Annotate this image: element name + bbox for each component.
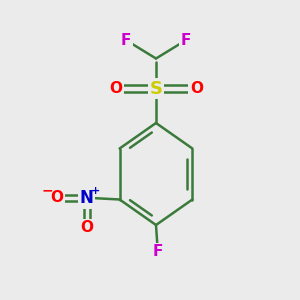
- Text: O: O: [109, 81, 122, 96]
- Text: O: O: [190, 81, 203, 96]
- Text: +: +: [90, 185, 100, 196]
- Text: F: F: [121, 33, 131, 48]
- Text: −: −: [41, 184, 53, 197]
- Text: S: S: [149, 80, 163, 98]
- Text: N: N: [80, 189, 94, 207]
- Text: O: O: [80, 220, 93, 236]
- Text: F: F: [152, 244, 163, 260]
- Text: F: F: [181, 33, 191, 48]
- Text: O: O: [50, 190, 63, 206]
